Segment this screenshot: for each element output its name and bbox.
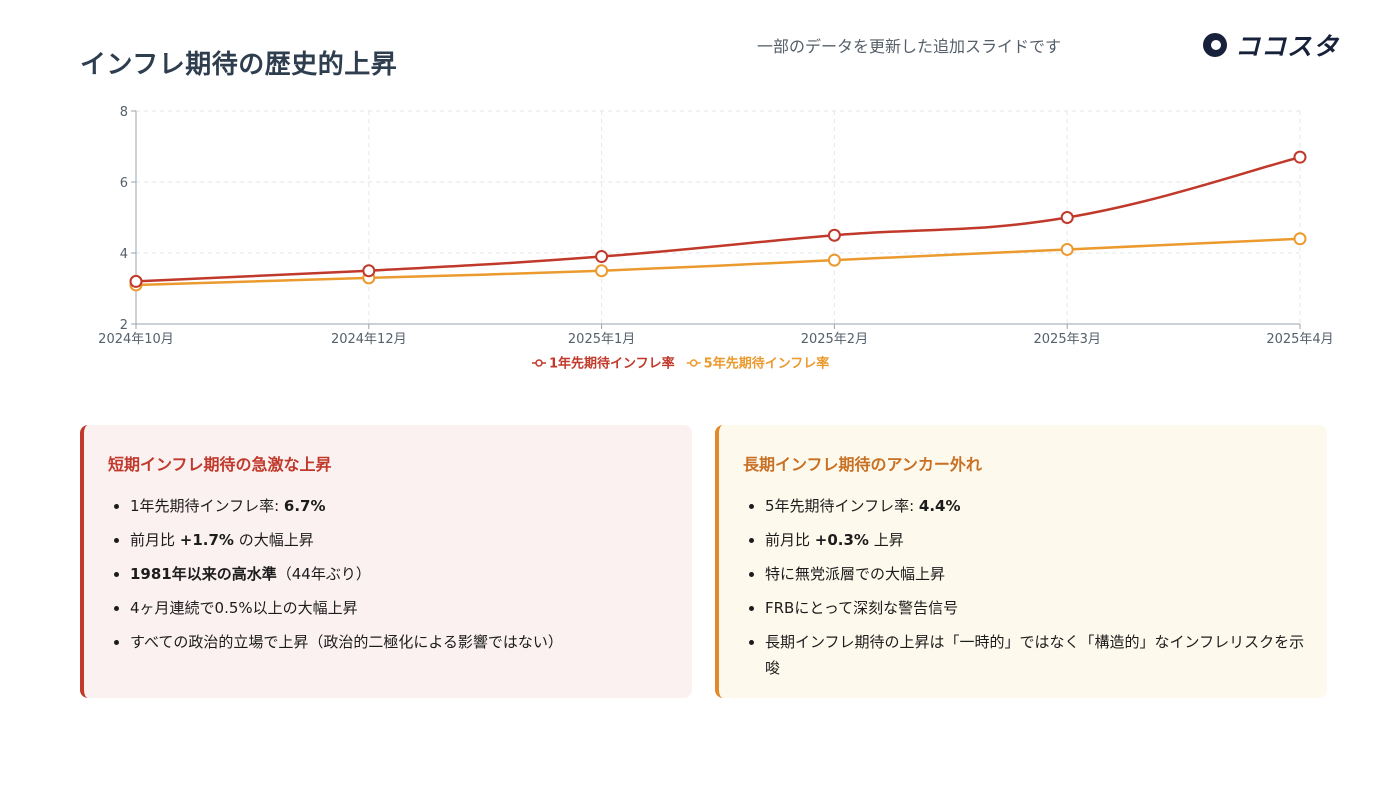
data-point — [827, 253, 841, 267]
data-point — [1293, 232, 1307, 246]
legend-swatch-marker — [535, 359, 543, 367]
x-tick-label: 2025年4月 — [1266, 332, 1333, 347]
data-point — [1293, 150, 1307, 164]
x-tick-label: 2025年3月 — [1034, 332, 1101, 347]
long-term-list: 5年先期待インフレ率: 4.4% 前月比 +0.3% 上昇 特に無党派層での大幅… — [743, 493, 1305, 681]
brand-logo: ココスタ — [1203, 28, 1339, 62]
list-item: 前月比 +0.3% 上昇 — [765, 527, 1305, 553]
logo-text: ココスタ — [1235, 32, 1340, 61]
data-point — [129, 274, 143, 288]
y-tick-label: 8 — [120, 105, 128, 120]
legend-label: 5年先期待インフレ率 — [704, 356, 830, 372]
x-tick-label: 2024年12月 — [331, 332, 407, 347]
legend-swatch-marker — [689, 359, 698, 367]
series-line-2 — [135, 237, 1301, 287]
y-tick-label: 2 — [120, 318, 128, 333]
list-item: 長期インフレ期待の上昇は「一時的」ではなく「構造的」なインフレリスクを示唆 — [765, 629, 1305, 681]
long-term-card-title: 長期インフレ期待のアンカー外れ — [743, 455, 982, 474]
data-point — [362, 264, 376, 278]
short-term-card: 短期インフレ期待の急激な上昇 1年先期待インフレ率: 6.7% 前月比 +1.7… — [80, 425, 692, 698]
list-item: 5年先期待インフレ率: 4.4% — [765, 493, 1305, 519]
data-point — [827, 228, 841, 242]
data-point — [595, 250, 609, 264]
list-item: 1981年以来の高水準（44年ぶり） — [130, 561, 670, 587]
y-tick-label: 4 — [120, 247, 128, 262]
list-item: 特に無党派層での大幅上昇 — [765, 561, 1305, 587]
short-term-list: 1年先期待インフレ率: 6.7% 前月比 +1.7% の大幅上昇 1981年以来… — [108, 493, 670, 655]
short-term-card-title: 短期インフレ期待の急激な上昇 — [108, 455, 332, 474]
inflation-line-chart: 2 4 6 8 2024年10月 2024年12月 2025年1月 2025年2月 2025年3… — [98, 105, 1334, 372]
page-subtitle: 一部のデータを更新した追加スライドです — [757, 37, 1062, 56]
list-item: FRBにとって深刻な警告信号 — [765, 595, 1305, 621]
series-line-1 — [135, 155, 1301, 283]
list-item: 4ヶ月連続で0.5%以上の大幅上昇 — [130, 595, 670, 621]
logo-circle-icon — [1203, 33, 1227, 57]
x-tick-label: 2025年1月 — [568, 332, 635, 347]
data-point — [1060, 211, 1074, 224]
data-point — [1060, 242, 1074, 256]
long-term-card: 長期インフレ期待のアンカー外れ 5年先期待インフレ率: 4.4% 前月比 +0.… — [715, 425, 1327, 698]
x-tick-label: 2024年10月 — [98, 332, 174, 347]
data-point — [595, 264, 609, 278]
page-title: インフレ期待の歴史的上昇 — [80, 50, 398, 80]
y-tick-label: 6 — [120, 176, 128, 191]
x-tick-label: 2025年2月 — [801, 332, 868, 347]
list-item: すべての政治的立場で上昇（政治的二極化による影響ではない） — [130, 629, 670, 655]
list-item: 1年先期待インフレ率: 6.7% — [130, 493, 670, 519]
legend-label: 1年先期待インフレ率 — [549, 356, 675, 372]
list-item: 前月比 +1.7% の大幅上昇 — [130, 527, 670, 553]
